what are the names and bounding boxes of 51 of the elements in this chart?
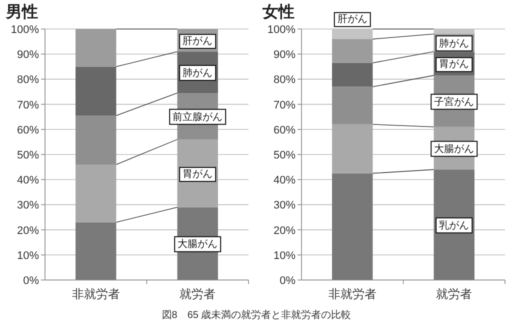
series-label: 肺がん bbox=[439, 37, 470, 50]
series-label: 大腸がん bbox=[174, 236, 222, 252]
x-tick-label: 就労者 bbox=[180, 287, 216, 301]
y-tick-label: 10% bbox=[273, 250, 296, 262]
y-tick-label: 10% bbox=[16, 250, 40, 262]
series-label: 肝がん bbox=[337, 14, 368, 26]
y-tick-label: 0% bbox=[280, 275, 296, 287]
series-label: 大腸がん bbox=[430, 140, 478, 157]
series-label: 胃がん bbox=[436, 57, 473, 72]
y-tick-label: 90% bbox=[273, 49, 296, 62]
chart-title: 男性 bbox=[5, 3, 38, 21]
series-label: 胃がん bbox=[179, 166, 216, 182]
x-tick-label: 就労者 bbox=[436, 287, 472, 301]
series-label: 肺がん bbox=[436, 35, 473, 52]
y-tick-label: 20% bbox=[273, 224, 296, 237]
y-tick-label: 60% bbox=[273, 124, 296, 136]
y-tick-label: 50% bbox=[16, 150, 40, 162]
series-label: 肝がん bbox=[334, 12, 371, 28]
y-tick-label: 60% bbox=[16, 124, 40, 136]
series-label: 子宮がん bbox=[430, 94, 478, 110]
y-tick-label: 40% bbox=[273, 174, 296, 187]
series-label: 胃がん bbox=[439, 59, 470, 70]
y-tick-label: 100% bbox=[10, 24, 40, 36]
series-label: 大腸がん bbox=[178, 238, 218, 250]
y-tick-label: 80% bbox=[273, 74, 296, 86]
y-tick-label: 70% bbox=[273, 99, 296, 112]
caption: 図8 65 歳未満の就労者と非就労者の比較 bbox=[162, 309, 352, 321]
series-label: 胃がん bbox=[182, 168, 213, 180]
series-label: 前立腺がん bbox=[172, 110, 223, 123]
series-label: 肝がん bbox=[182, 36, 213, 47]
y-tick-label: 0% bbox=[23, 275, 40, 287]
y-tick-label: 70% bbox=[16, 99, 40, 112]
series-label: 肝がん bbox=[179, 34, 216, 49]
series-label: 肺がん bbox=[179, 64, 216, 81]
y-tick-label: 20% bbox=[16, 224, 40, 237]
y-tick-label: 80% bbox=[16, 74, 40, 86]
y-tick-label: 30% bbox=[273, 200, 296, 212]
y-tick-label: 30% bbox=[16, 200, 40, 212]
series-label: 前立腺がん bbox=[169, 108, 226, 125]
series-label: 大腸がん bbox=[434, 142, 474, 155]
series-label: 肺がん bbox=[182, 66, 213, 79]
x-tick-label: 非就労者 bbox=[72, 287, 120, 301]
series-label: 乳がん bbox=[439, 219, 470, 232]
chart-title: 女性 bbox=[262, 3, 294, 21]
y-tick-label: 40% bbox=[16, 174, 40, 187]
y-tick-label: 90% bbox=[16, 49, 40, 62]
series-label: 乳がん bbox=[436, 217, 473, 234]
y-tick-label: 100% bbox=[267, 24, 296, 36]
y-tick-label: 50% bbox=[273, 150, 296, 162]
series-label: 子宮がん bbox=[434, 96, 474, 108]
x-tick-label: 非就労者 bbox=[328, 287, 376, 301]
